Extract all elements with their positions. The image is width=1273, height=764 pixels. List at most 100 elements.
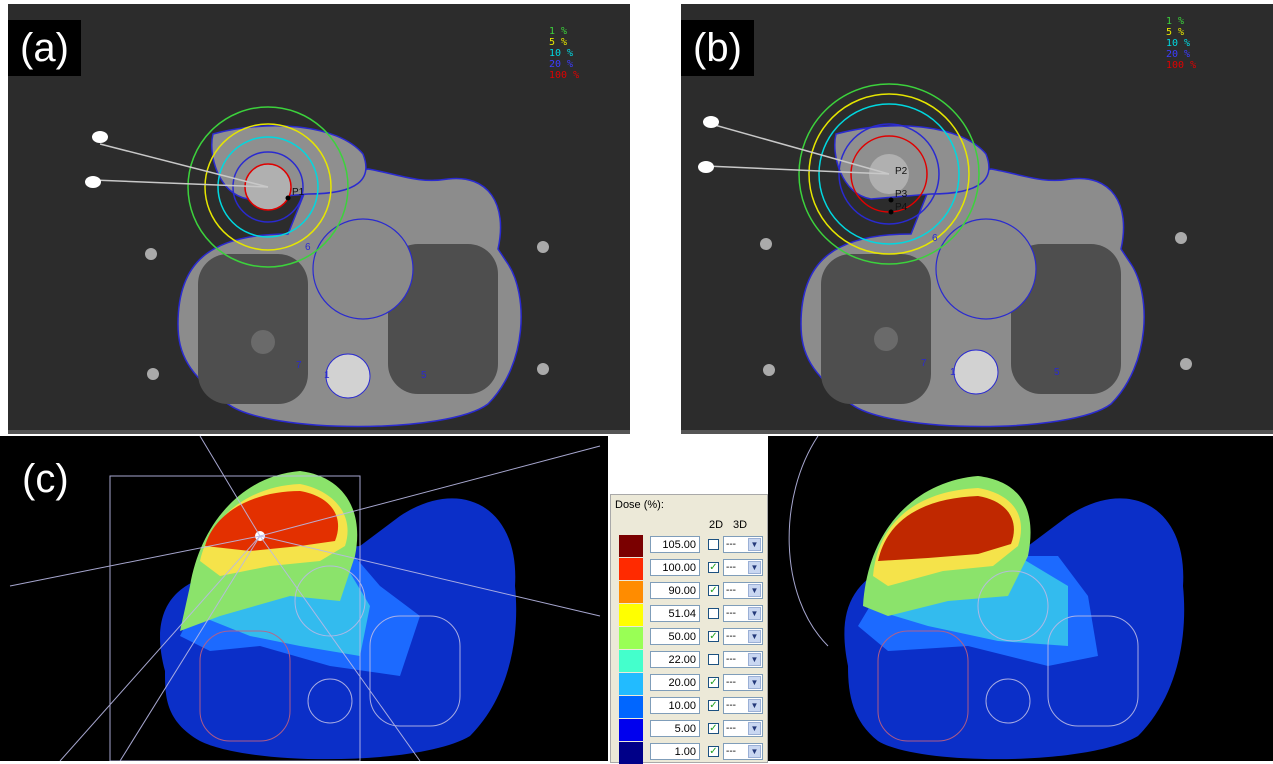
panel-label-c: (c) [22, 457, 69, 501]
chevron-down-icon[interactable]: ▼ [748, 538, 761, 551]
chevron-down-icon[interactable]: ▼ [748, 699, 761, 712]
dose-value-field[interactable]: 1.00 [650, 743, 700, 760]
isodose-legend: 1 % 5 % 10 % 20 % 100 % [1166, 16, 1196, 71]
ct-panel-a: (a) P1 6 7 1 5 1 % 5 % 10 % 20 % 100 % [8, 4, 630, 434]
ct-panel-b: (b) P2 P3 P4 6 7 1 5 1 % 5 % 10 % 20 % 1… [681, 4, 1273, 434]
dose-value-field[interactable]: 100.00 [650, 559, 700, 576]
dose-color-swatch[interactable] [619, 558, 643, 580]
display-3d-select[interactable]: --- ▼ [723, 720, 763, 737]
show-2d-checkbox[interactable] [708, 654, 719, 665]
dose-level-row: 10.00 ✓ --- ▼ [616, 694, 764, 718]
show-2d-checkbox[interactable]: ✓ [708, 562, 719, 573]
chevron-down-icon[interactable]: ▼ [748, 745, 761, 758]
dose-color-swatch[interactable] [619, 719, 643, 741]
isodose-legend-item: 1 % [1166, 16, 1185, 27]
dose-value-field[interactable]: 10.00 [650, 697, 700, 714]
display-3d-value: --- [726, 631, 736, 642]
chevron-down-icon[interactable]: ▼ [748, 630, 761, 643]
dose-value-field[interactable]: 51.04 [650, 605, 700, 622]
display-3d-select[interactable]: --- ▼ [723, 605, 763, 622]
dose-level-row: 51.04 --- ▼ [616, 602, 764, 626]
display-3d-value: --- [726, 746, 736, 757]
structure-label: 5 [1054, 367, 1060, 378]
isodose-legend-item: 10 % [1166, 38, 1191, 49]
show-2d-checkbox[interactable] [708, 608, 719, 619]
isodose-legend-item: 100 % [549, 70, 580, 81]
dose-color-swatch[interactable] [619, 742, 643, 764]
isodose-legend-item: 5 % [549, 37, 568, 48]
dose-color-swatch[interactable] [619, 650, 643, 672]
dose-level-row: 50.00 ✓ --- ▼ [616, 625, 764, 649]
dose-color-swatch[interactable] [619, 604, 643, 626]
dose-value-field[interactable]: 22.00 [650, 651, 700, 668]
panel-label-d: (d) [768, 451, 781, 507]
dose-level-row: 22.00 --- ▼ [616, 648, 764, 672]
dose-panel-title: Dose (%): [615, 499, 664, 511]
dose-value-field[interactable]: 90.00 [650, 582, 700, 599]
chevron-down-icon[interactable]: ▼ [748, 584, 761, 597]
show-2d-checkbox[interactable]: ✓ [708, 700, 719, 711]
show-2d-checkbox[interactable]: ✓ [708, 723, 719, 734]
display-3d-select[interactable]: --- ▼ [723, 559, 763, 576]
ct-slice-b [681, 4, 1273, 434]
show-2d-checkbox[interactable]: ✓ [708, 746, 719, 757]
dose-value-field[interactable]: 5.00 [650, 720, 700, 737]
display-3d-value: --- [726, 562, 736, 573]
isodose-legend-item: 10 % [549, 48, 574, 59]
display-3d-select[interactable]: --- ▼ [723, 628, 763, 645]
display-3d-select[interactable]: --- ▼ [723, 582, 763, 599]
structure-label: 6 [932, 233, 938, 244]
dose-color-swatch[interactable] [619, 535, 643, 557]
structure-label: 1 [324, 370, 330, 381]
display-3d-select[interactable]: --- ▼ [723, 536, 763, 553]
structure-label: 1 [950, 367, 956, 378]
chevron-down-icon[interactable]: ▼ [748, 722, 761, 735]
panel-label-b: (b) [681, 20, 754, 76]
isodose-legend-item: 100 % [1166, 60, 1197, 71]
dose-level-row: 90.00 ✓ --- ▼ [616, 579, 764, 603]
dose-value-field[interactable]: 20.00 [650, 674, 700, 691]
dose-level-row: 1.00 ✓ --- ▼ [616, 740, 764, 764]
chevron-down-icon[interactable]: ▼ [748, 676, 761, 689]
dose-color-swatch[interactable] [619, 581, 643, 603]
point-label: P2 [895, 166, 908, 177]
point-label: P1 [292, 187, 305, 198]
chevron-down-icon[interactable]: ▼ [748, 561, 761, 574]
dose-settings-panel: Dose (%): 2D 3D 105.00 --- ▼ 100.00 ✓ --- ▼ 90.… [610, 494, 768, 764]
dose-level-row: 105.00 --- ▼ [616, 533, 764, 557]
isodose-legend-item: 1 % [549, 26, 568, 37]
display-3d-select[interactable]: --- ▼ [723, 651, 763, 668]
display-3d-value: --- [726, 654, 736, 665]
display-3d-select[interactable]: --- ▼ [723, 697, 763, 714]
structure-label: 5 [421, 370, 427, 381]
show-2d-checkbox[interactable]: ✓ [708, 677, 719, 688]
show-2d-checkbox[interactable]: ✓ [708, 585, 719, 596]
show-2d-checkbox[interactable] [708, 539, 719, 550]
structure-label: 7 [921, 358, 927, 369]
ct-slice-a [8, 4, 630, 434]
dose-level-row: 20.00 ✓ --- ▼ [616, 671, 764, 695]
show-2d-checkbox[interactable]: ✓ [708, 631, 719, 642]
point-label: P3 [895, 189, 908, 200]
dose-color-swatch[interactable] [619, 673, 643, 695]
dose-value-field[interactable]: 105.00 [650, 536, 700, 553]
column-header-3d: 3D [733, 519, 748, 531]
dose-level-row: 5.00 ✓ --- ▼ [616, 717, 764, 741]
dose-map-d [768, 436, 1273, 761]
display-3d-value: --- [726, 585, 736, 596]
display-3d-value: --- [726, 677, 736, 688]
chevron-down-icon[interactable]: ▼ [748, 653, 761, 666]
dose-color-swatch[interactable] [619, 627, 643, 649]
dose-level-row: 100.00 ✓ --- ▼ [616, 556, 764, 580]
chevron-down-icon[interactable]: ▼ [748, 607, 761, 620]
display-3d-value: --- [726, 700, 736, 711]
dose-value-field[interactable]: 50.00 [650, 628, 700, 645]
display-3d-select[interactable]: --- ▼ [723, 743, 763, 760]
dose-map-panel-c: (c) [0, 436, 608, 761]
structure-label: 6 [305, 242, 311, 253]
isodose-legend-item: 5 % [1166, 27, 1185, 38]
dose-color-swatch[interactable] [619, 696, 643, 718]
isodose-legend: 1 % 5 % 10 % 20 % 100 % [549, 26, 579, 81]
display-3d-select[interactable]: --- ▼ [723, 674, 763, 691]
panel-label-a: (a) [8, 20, 81, 76]
